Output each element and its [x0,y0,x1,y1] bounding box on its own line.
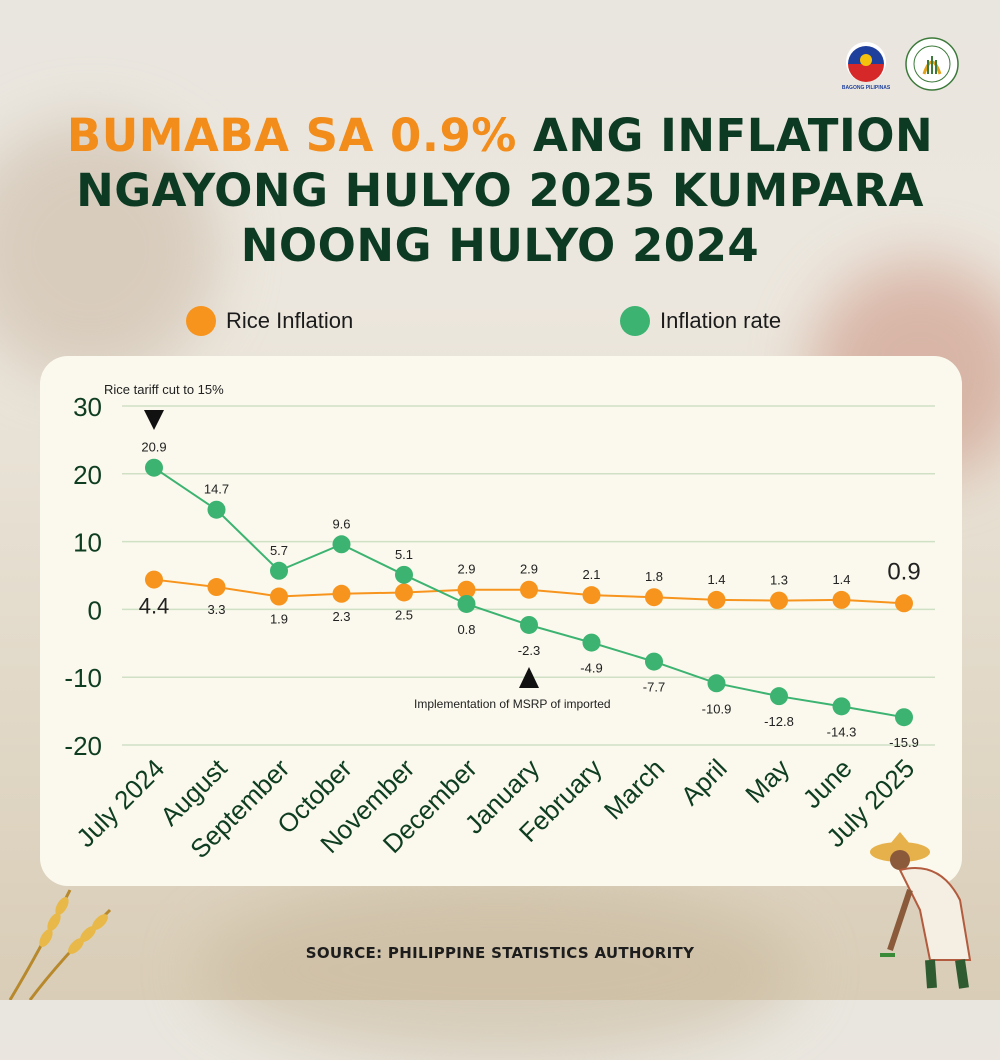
infographic: BAGONG PILIPINAS BUMABA SA 0.9% ANG INFL… [0,36,1000,1000]
farmer-illustration [870,832,972,989]
headline: BUMABA SA 0.9% ANG INFLATION NGAYONG HUL… [40,108,960,273]
legend-dot-inflation [620,306,650,336]
legend-item-inflation: Inflation rate [620,306,781,336]
headline-line2: NGAYONG HULYO 2025 KUMPARA [76,164,924,217]
legend-dot-rice [186,306,216,336]
logo-text-bagong: BAGONG PILIPINAS [842,85,891,91]
bagong-pilipinas-logo: BAGONG PILIPINAS [838,36,894,92]
headline-line1: ANG INFLATION [516,109,934,162]
headline-highlight: BUMABA SA 0.9% [66,109,517,162]
legend-item-rice: Rice Inflation [186,306,353,336]
chart-legend: Rice Inflation Inflation rate [0,302,1000,342]
wheat-illustration [8,889,112,1000]
headline-line3: NOONG HULYO 2024 [240,219,760,272]
background-blur-left [0,120,220,380]
source-note: SOURCE: PHILIPPINE STATISTICS AUTHORITY [305,944,695,962]
department-of-agriculture-seal [904,36,960,92]
logo-group: BAGONG PILIPINAS [838,36,960,92]
legend-label-inflation: Inflation rate [660,308,782,333]
legend-label-rice: Rice Inflation [226,308,354,333]
chart-card [40,356,962,886]
